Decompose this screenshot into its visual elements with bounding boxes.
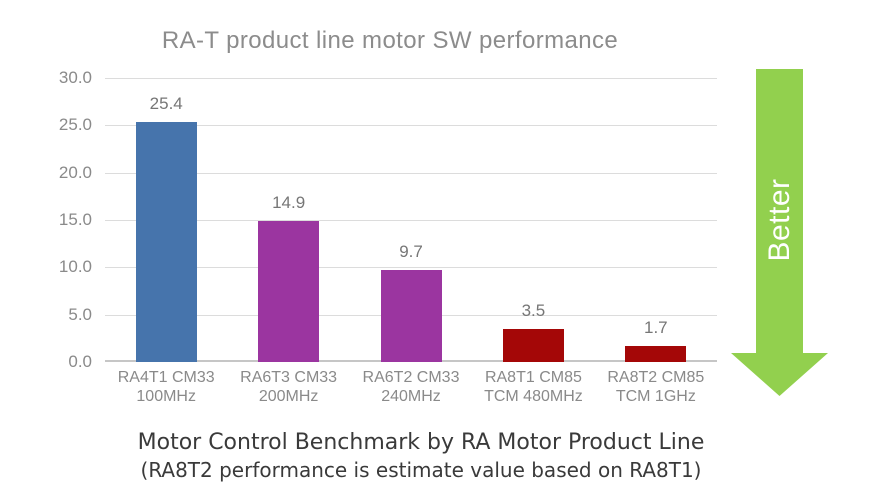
bar-column: 9.7 bbox=[350, 78, 472, 362]
caption-block: Motor Control Benchmark by RA Motor Prod… bbox=[0, 429, 842, 483]
bar-ra4t1 bbox=[135, 122, 197, 362]
x-category-label-line: RA6T3 CM33 bbox=[240, 369, 338, 386]
bar-value-label: 3.5 bbox=[521, 301, 546, 320]
y-tick-label: 20.0 bbox=[58, 163, 92, 182]
x-category-label: RA6T2 CM33 240MHz bbox=[350, 368, 472, 406]
bar-value-label: 14.9 bbox=[272, 193, 306, 212]
gridline bbox=[105, 220, 717, 221]
x-category-label-line: 200MHz bbox=[258, 388, 319, 405]
y-tick-label: 5.0 bbox=[68, 305, 92, 324]
bar-column: 14.9 bbox=[227, 78, 349, 362]
y-tick-label: 30.0 bbox=[58, 68, 92, 87]
x-category-label-line: RA4T1 CM33 bbox=[117, 369, 215, 386]
x-category-label-line: RA8T1 CM85 bbox=[484, 369, 582, 386]
bar-ra6t3 bbox=[258, 221, 320, 362]
y-tick-label: 15.0 bbox=[58, 210, 92, 229]
y-tick-label: 0.0 bbox=[68, 352, 92, 371]
bar-column: 25.4 bbox=[105, 78, 227, 362]
bar-ra8t1 bbox=[502, 329, 564, 362]
bar-value-label: 25.4 bbox=[149, 94, 183, 113]
x-category-label-line: 100MHz bbox=[136, 388, 196, 405]
gridline bbox=[105, 78, 717, 79]
x-category-label-line: TCM 1GHz bbox=[615, 388, 696, 405]
y-axis-tick-labels: 30.0 25.0 20.0 15.0 10.0 5.0 0.0 bbox=[30, 69, 92, 371]
caption-line-2: (RA8T2 performance is estimate value bas… bbox=[140, 458, 702, 482]
bars-row: 25.4 14.9 9.7 3.5 1.7 bbox=[105, 78, 717, 362]
bar-ra6t2 bbox=[380, 270, 442, 362]
x-category-label-line: RA6T2 CM33 bbox=[362, 369, 460, 386]
bar-value-label: 9.7 bbox=[399, 242, 423, 261]
chart-title: RA-T product line motor SW performance bbox=[161, 27, 619, 54]
x-category-label: RA8T2 CM85 TCM 1GHz bbox=[595, 368, 717, 406]
bar-column: 3.5 bbox=[472, 78, 594, 362]
x-category-label-line: RA8T2 CM85 bbox=[607, 369, 705, 386]
bar-column: 1.7 bbox=[595, 78, 717, 362]
plot-area: 25.4 14.9 9.7 3.5 1.7 bbox=[105, 78, 717, 362]
y-tick-label: 25.0 bbox=[58, 115, 92, 134]
x-category-label-line: 240MHz bbox=[381, 388, 441, 405]
x-category-label: RA8T1 CM85 TCM 480MHz bbox=[472, 368, 594, 406]
x-category-label-line: TCM 480MHz bbox=[484, 388, 583, 405]
caption-line-1: Motor Control Benchmark by RA Motor Prod… bbox=[137, 430, 705, 455]
better-arrow-label: Better bbox=[763, 178, 796, 262]
better-arrow-down-icon bbox=[731, 69, 828, 396]
x-category-label: RA6T3 CM33 200MHz bbox=[227, 368, 349, 406]
gridline bbox=[105, 267, 717, 268]
bar-value-label: 1.7 bbox=[644, 318, 668, 337]
bar-ra8t2 bbox=[625, 346, 687, 362]
x-category-label: RA4T1 CM33 100MHz bbox=[105, 368, 227, 406]
gridline bbox=[105, 125, 717, 126]
gridline bbox=[105, 173, 717, 174]
x-axis-category-labels: RA4T1 CM33 100MHz RA6T3 CM33 200MHz RA6T2 CM… bbox=[105, 368, 717, 406]
y-tick-label: 10.0 bbox=[58, 257, 92, 276]
